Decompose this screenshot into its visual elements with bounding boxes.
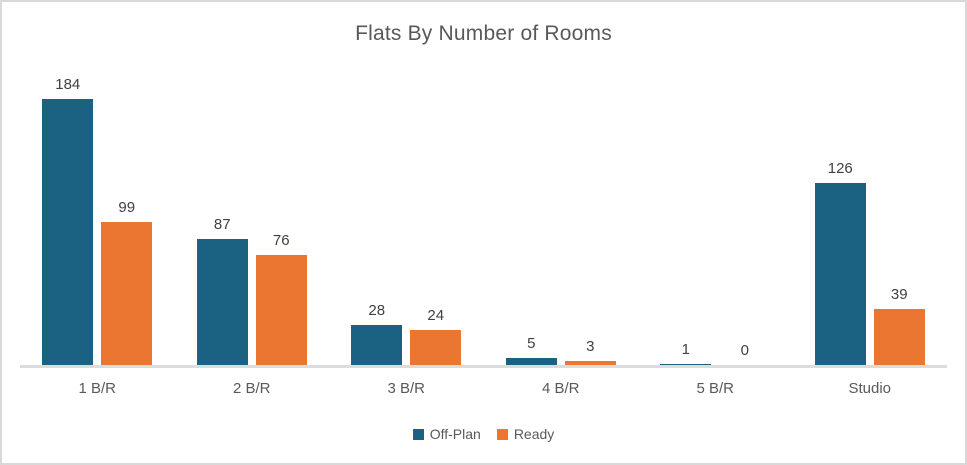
x-tick-label: 1 B/R (78, 380, 116, 397)
x-axis: 1 B/R 2 B/R 3 B/R 4 B/R 5 B/R Studio (20, 380, 947, 397)
legend-item-off-plan: Off-Plan (412, 426, 481, 442)
bar-ready-1-b-r (101, 222, 153, 365)
bar-value-label: 5 (527, 335, 536, 352)
bar-ready-3-b-r (410, 330, 462, 365)
plot-area: 184 99 87 76 28 24 5 3 1 0 126 39 (20, 62, 947, 368)
bar-value-label: 76 (272, 232, 290, 249)
chart-title: Flats By Number of Rooms (355, 22, 612, 45)
bar-ready-studio (873, 309, 925, 365)
bar-value-label: 39 (890, 286, 908, 303)
bar-off-plan-5-b-r (660, 364, 712, 365)
bar-ready-4-b-r (564, 361, 616, 365)
bar-value-label: 24 (427, 307, 445, 324)
bar-off-plan-2-b-r (196, 239, 248, 365)
bar-value-label: 1 (681, 341, 690, 358)
x-tick-label: 3 B/R (387, 380, 425, 397)
bar-off-plan-1-b-r (42, 99, 94, 365)
bar-off-plan-4-b-r (505, 358, 557, 365)
bar-off-plan-studio (814, 183, 866, 365)
legend: Off-Plan Ready (2, 426, 965, 442)
legend-item-ready: Ready (496, 426, 555, 442)
bar-value-label: 0 (740, 342, 749, 359)
x-tick-label: 5 B/R (696, 380, 734, 397)
legend-swatch-icon (496, 428, 508, 440)
bar-ready-2-b-r (255, 255, 307, 365)
bar-value-label: 99 (118, 199, 136, 216)
legend-swatch-icon (412, 428, 424, 440)
x-tick-label: 2 B/R (232, 380, 271, 397)
bar-value-label: 3 (586, 338, 595, 355)
x-tick-label: 4 B/R (541, 380, 580, 397)
bar-value-label: 28 (368, 302, 386, 319)
bar-value-label: 87 (213, 216, 231, 233)
legend-label: Ready (513, 426, 555, 442)
bar-value-label: 126 (827, 160, 853, 177)
legend-label: Off-Plan (429, 426, 481, 442)
bar-off-plan-3-b-r (351, 325, 403, 365)
bar-value-label: 184 (55, 76, 81, 93)
x-tick-label: Studio (848, 380, 892, 397)
